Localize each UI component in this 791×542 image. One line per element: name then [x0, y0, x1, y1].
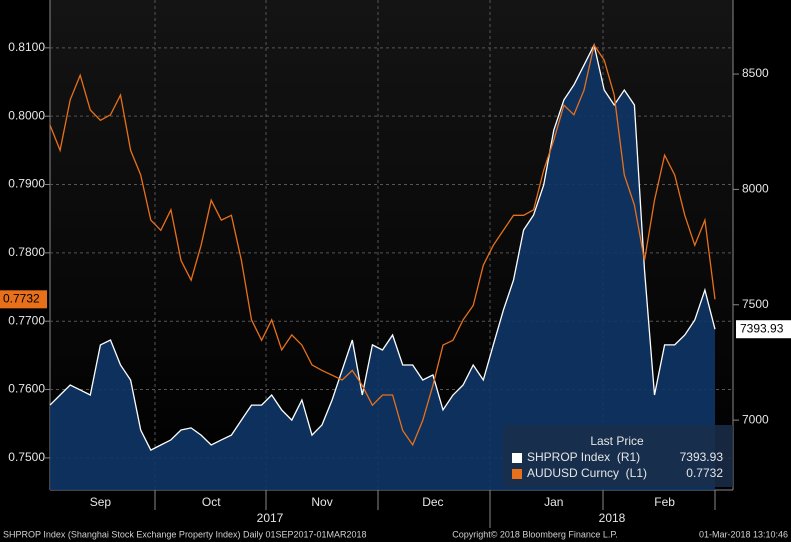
footer-left: SHPROP Index (Shanghai Stock Exchange Pr… [3, 529, 367, 539]
footer-center: Copyright© 2018 Bloomberg Finance L.P. [452, 529, 618, 539]
footer-right: 01-Mar-2018 13:10:46 [699, 529, 788, 539]
y-tick-label: 0.7600 [8, 382, 45, 396]
x-tick-label: Dec [422, 495, 443, 509]
y-tick-label: 0.7500 [8, 450, 45, 464]
area [50, 45, 715, 490]
y2-tick-label: 8500 [742, 66, 769, 80]
y2-tick-label: 8000 [742, 182, 769, 196]
line [49, 43, 716, 451]
line [49, 43, 716, 447]
year-label: 2017 [257, 511, 284, 525]
y-tick-label: 0.7900 [8, 177, 45, 191]
legend-label: AUDUSD Curncy (L1) [527, 466, 647, 480]
y2-tick-label: 7500 [742, 297, 769, 311]
x-tick-label: Oct [202, 495, 221, 509]
legend-label: SHPROP Index (R1) [527, 450, 640, 464]
x-tick-label: Nov [311, 495, 332, 509]
x-tick-label: Jan [544, 495, 563, 509]
last-value-label: 7393.93 [740, 321, 784, 335]
y-tick-label: 0.7700 [8, 313, 45, 327]
x-tick-label: Feb [654, 495, 675, 509]
legend-value: 0.7732 [686, 466, 723, 480]
y2-tick-label: 7000 [742, 412, 769, 426]
y-tick-label: 0.7800 [8, 245, 45, 259]
legend-swatch [512, 453, 522, 463]
last-value-tag [736, 320, 791, 339]
legend-value: 7393.93 [680, 450, 724, 464]
legend-box [503, 425, 733, 487]
legend-title: Last Price [590, 434, 644, 448]
x-tick-label: Sep [90, 495, 112, 509]
y-tick-label: 0.8100 [8, 40, 45, 54]
legend-swatch [512, 469, 522, 479]
last-value-label: 0.7732 [3, 292, 40, 306]
last-value-tag [0, 290, 47, 309]
legend: Last Price SHPROP Index (R1) 7393.93 AUDUSD… [503, 425, 733, 487]
year-label: 2018 [599, 511, 626, 525]
y-tick-label: 0.8000 [8, 108, 45, 122]
